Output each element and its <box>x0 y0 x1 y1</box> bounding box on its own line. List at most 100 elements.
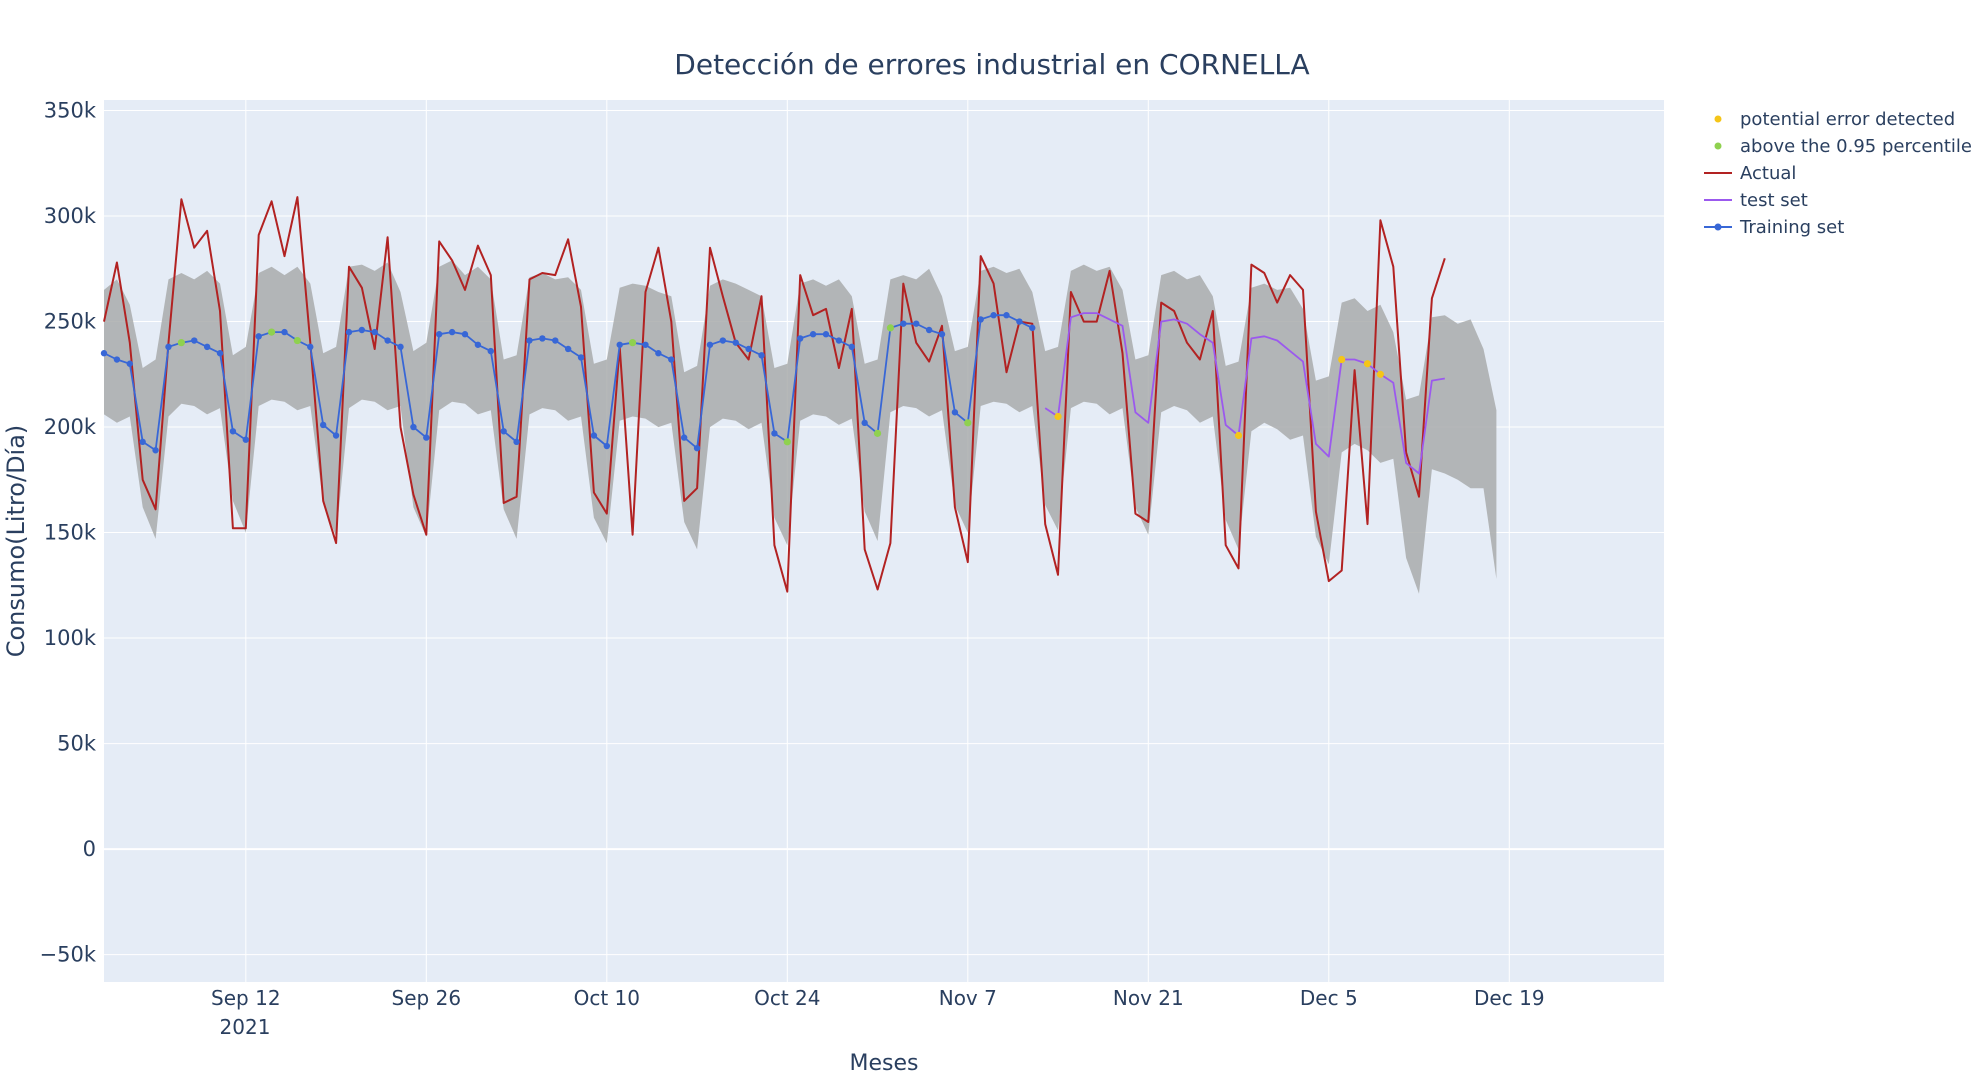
training-set-point <box>410 423 417 431</box>
training-set-point <box>848 343 855 351</box>
x-tick-label: Dec 19 <box>1474 986 1545 1010</box>
gridlines <box>104 100 1664 982</box>
legend-label: Actual <box>1740 163 1796 184</box>
percentile-point <box>628 339 637 347</box>
training-set-point <box>861 419 868 427</box>
legend-label: potential error detected <box>1740 109 1955 130</box>
legend-item: Actual <box>1704 163 1796 184</box>
y-tick-label: 250k <box>44 310 97 334</box>
training-set-point <box>603 442 611 450</box>
potential-error-point <box>1054 412 1062 421</box>
training-set-point <box>216 350 224 357</box>
training-set-point <box>616 341 623 348</box>
percentile-point <box>873 429 882 437</box>
y-tick-label: −50k <box>40 943 97 967</box>
training-set-point <box>255 333 262 340</box>
training-set-point <box>590 432 598 439</box>
training-set-point <box>423 434 430 441</box>
chart-title: Detección de errores industrial en CORNE… <box>674 48 1309 81</box>
legend-label: Training set <box>1739 217 1844 238</box>
legend-item: Training set <box>1704 217 1844 238</box>
training-set-point <box>668 356 675 363</box>
y-axis-ticks: −50k 0 50k 100k 150k 200k 250k 300k 350k <box>40 99 97 967</box>
training-set-point <box>552 337 559 344</box>
training-set-point <box>1016 318 1023 325</box>
training-set-point <box>281 328 288 336</box>
training-set-point <box>809 331 817 338</box>
training-set-point <box>358 326 366 334</box>
training-set-point <box>796 335 804 342</box>
training-set-point <box>191 337 198 344</box>
training-set-point <box>526 337 533 344</box>
x-axis-year-label: 2021 <box>220 1015 271 1039</box>
training-set-point <box>564 345 572 353</box>
x-tick-label: Sep 12 <box>211 986 281 1010</box>
training-set-point <box>203 343 211 351</box>
y-tick-label: 200k <box>44 415 97 439</box>
percentile-point <box>886 324 895 332</box>
legend-marker <box>1714 223 1722 231</box>
training-set-point <box>925 326 933 334</box>
x-axis-ticks: Sep 12 Sep 26 Oct 10 Oct 24 Nov 7 Nov 21 Dec 5… <box>211 986 1544 1010</box>
y-tick-label: 350k <box>44 99 97 123</box>
legend-item: test set <box>1704 190 1808 211</box>
percentile-point <box>177 339 185 347</box>
y-tick-label: 300k <box>44 204 97 228</box>
potential-error-point <box>1363 360 1372 368</box>
training-set-point <box>990 312 997 319</box>
training-set-point <box>977 316 984 323</box>
percentile-point <box>783 438 791 446</box>
percentile-point <box>293 336 301 345</box>
training-set-point <box>758 352 765 359</box>
training-set-point <box>332 432 340 439</box>
training-set-point <box>539 335 546 342</box>
training-set-point <box>822 331 830 338</box>
y-axis-title: Consumo(Litro/Día) <box>2 425 30 658</box>
x-tick-label: Sep 26 <box>392 986 462 1010</box>
training-set-point <box>126 360 133 367</box>
training-set-point <box>448 328 456 336</box>
training-set-point <box>307 343 314 351</box>
legend-item: potential error detected <box>1714 109 1955 130</box>
training-set-point <box>371 328 378 336</box>
training-set-point <box>745 345 752 353</box>
x-tick-label: Dec 5 <box>1300 986 1358 1010</box>
training-set-point <box>152 447 159 454</box>
training-set-point <box>1029 324 1036 332</box>
training-set-point <box>513 438 520 446</box>
percentile-point <box>964 419 972 427</box>
legend-marker <box>1714 115 1722 123</box>
training-set-point <box>642 341 649 348</box>
actual-line <box>103 196 1446 593</box>
percentile-point <box>268 328 276 336</box>
training-set-point <box>397 343 404 351</box>
legend-item: above the 0.95 percentile <box>1714 136 1972 157</box>
training-set-point <box>461 331 469 338</box>
training-set-point <box>655 350 662 357</box>
training-set-point <box>139 438 146 446</box>
series-markers <box>100 312 1384 454</box>
training-set-point <box>100 350 108 357</box>
training-set-point <box>113 356 121 363</box>
training-set-point <box>900 320 907 327</box>
training-set-point <box>719 337 727 344</box>
legend-marker <box>1714 142 1722 150</box>
training-set-point <box>345 328 353 336</box>
training-set-point <box>436 331 443 338</box>
training-set-point <box>319 421 327 429</box>
potential-error-point <box>1234 431 1243 440</box>
training-set-point <box>384 337 391 344</box>
training-set-point <box>913 320 920 327</box>
training-set-point <box>938 331 946 338</box>
training-set-point <box>680 434 688 441</box>
training-set-point <box>577 354 585 361</box>
training-set-point <box>835 337 843 344</box>
training-set-point <box>500 428 507 435</box>
potential-error-point <box>1376 370 1384 378</box>
y-tick-label: 150k <box>44 521 97 545</box>
potential-error-point <box>1338 355 1346 364</box>
training-set-point <box>771 430 778 437</box>
legend: potential error detected above the 0.95 p… <box>1704 109 1972 238</box>
training-set-point <box>229 428 237 435</box>
